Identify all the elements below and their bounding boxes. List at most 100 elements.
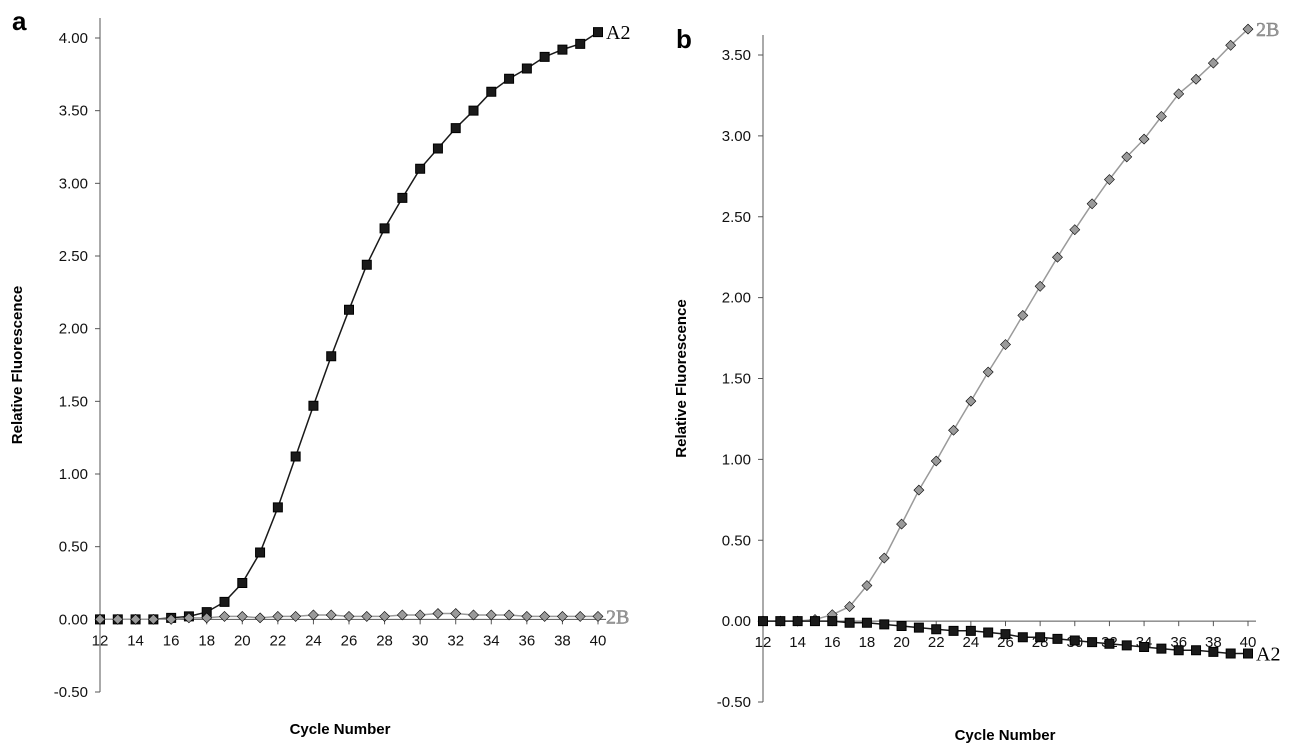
data-point — [1225, 648, 1236, 659]
data-point — [948, 424, 959, 436]
series-2B: 2B — [94, 606, 630, 629]
panel-a: a -0.50 0.00 0.50 1.00 1.50 2.00 2.50 3.00 3.50 4.… — [9, 6, 630, 738]
data-point — [965, 625, 976, 636]
data-point — [1034, 280, 1046, 292]
data-point — [415, 163, 426, 174]
data-point — [539, 611, 551, 622]
data-point — [1104, 638, 1115, 649]
y-tick-label: 4.00 — [59, 30, 88, 47]
x-tick-label: 38 — [554, 632, 571, 649]
y-tick-label: 1.00 — [722, 451, 751, 468]
data-point — [326, 351, 337, 362]
data-point — [1017, 309, 1029, 321]
x-tick-label: 20 — [234, 632, 251, 649]
data-point — [809, 616, 820, 627]
series-label: A2 — [1256, 643, 1280, 665]
data-point — [878, 552, 890, 564]
x-tick-label: 26 — [341, 632, 358, 649]
data-point — [879, 619, 890, 630]
data-point — [272, 502, 283, 513]
data-point — [432, 608, 444, 619]
y-tick-label: 2.00 — [59, 321, 88, 338]
x-tick-label: 32 — [447, 632, 464, 649]
data-point — [308, 609, 319, 621]
data-point — [1104, 174, 1115, 185]
data-point — [255, 547, 266, 558]
data-point — [94, 613, 106, 625]
data-point — [1173, 645, 1184, 656]
x-tick-label: 30 — [412, 632, 429, 649]
data-point — [432, 143, 443, 154]
y-tick-label: 3.00 — [59, 175, 88, 192]
data-point — [593, 27, 603, 38]
data-point — [361, 259, 372, 270]
data-point — [272, 611, 284, 622]
y-axis-title: Relative Fluorescence — [9, 286, 26, 444]
data-point — [592, 611, 604, 622]
data-point — [983, 627, 994, 638]
data-point — [165, 613, 177, 625]
data-point — [1243, 648, 1253, 659]
x-tick-label: 22 — [928, 634, 945, 651]
x-tick-label: 16 — [163, 632, 180, 649]
data-point — [1087, 637, 1098, 648]
data-point — [1225, 39, 1237, 51]
data-point — [965, 395, 977, 407]
y-tick-label: 2.50 — [59, 248, 88, 265]
x-tick-label: 16 — [824, 634, 841, 651]
x-tick-label: 24 — [305, 632, 322, 649]
data-point — [485, 609, 497, 621]
data-point — [503, 609, 515, 621]
series-A2: A2 — [95, 22, 630, 625]
data-point — [913, 484, 925, 496]
x-tick-label: 40 — [590, 632, 607, 649]
data-point — [861, 580, 873, 591]
data-point — [183, 612, 195, 624]
x-tick-label: 14 — [789, 634, 806, 651]
y-tick-label: -0.50 — [717, 694, 751, 711]
y-tick-label: -0.50 — [54, 684, 88, 701]
data-point — [397, 192, 408, 203]
data-point — [201, 607, 212, 618]
data-point — [930, 455, 942, 467]
data-point — [557, 44, 568, 55]
data-point — [147, 613, 159, 625]
data-point — [468, 105, 479, 116]
data-point — [1086, 198, 1098, 210]
data-point — [775, 616, 786, 627]
y-tick-label: 1.50 — [59, 393, 88, 410]
data-point — [219, 611, 230, 622]
x-tick-label: 40 — [1240, 634, 1257, 651]
series-A2: A2 — [758, 616, 1280, 665]
data-point — [1121, 151, 1133, 163]
data-point — [1155, 111, 1167, 122]
data-point — [982, 366, 994, 378]
x-tick-label: 28 — [376, 632, 393, 649]
data-point — [450, 608, 462, 619]
data-point — [896, 620, 907, 631]
data-point — [237, 578, 248, 588]
x-tick-label: 12 — [92, 632, 109, 649]
data-point — [1138, 133, 1150, 145]
y-tick-label: 1.00 — [59, 466, 88, 483]
data-point — [1000, 339, 1011, 350]
data-point — [130, 613, 141, 625]
data-point — [290, 451, 301, 462]
data-point — [557, 611, 568, 622]
data-point — [948, 625, 959, 636]
data-point — [1191, 645, 1202, 656]
series-line — [100, 31, 599, 621]
data-point — [758, 616, 768, 627]
data-point — [1139, 642, 1150, 653]
data-point — [896, 518, 907, 530]
data-point — [1156, 643, 1167, 654]
data-point — [792, 616, 803, 627]
x-tick-label: 36 — [519, 632, 536, 649]
series-label: A2 — [606, 22, 630, 44]
panel-b: b -0.50 0.00 0.50 1.00 1.50 2.00 2.50 3.00 3.50 12… — [673, 19, 1280, 744]
data-point — [1069, 635, 1080, 646]
y-tick-label: 0.00 — [59, 611, 88, 628]
y-tick-label: 1.50 — [722, 371, 751, 388]
data-point — [931, 624, 942, 635]
